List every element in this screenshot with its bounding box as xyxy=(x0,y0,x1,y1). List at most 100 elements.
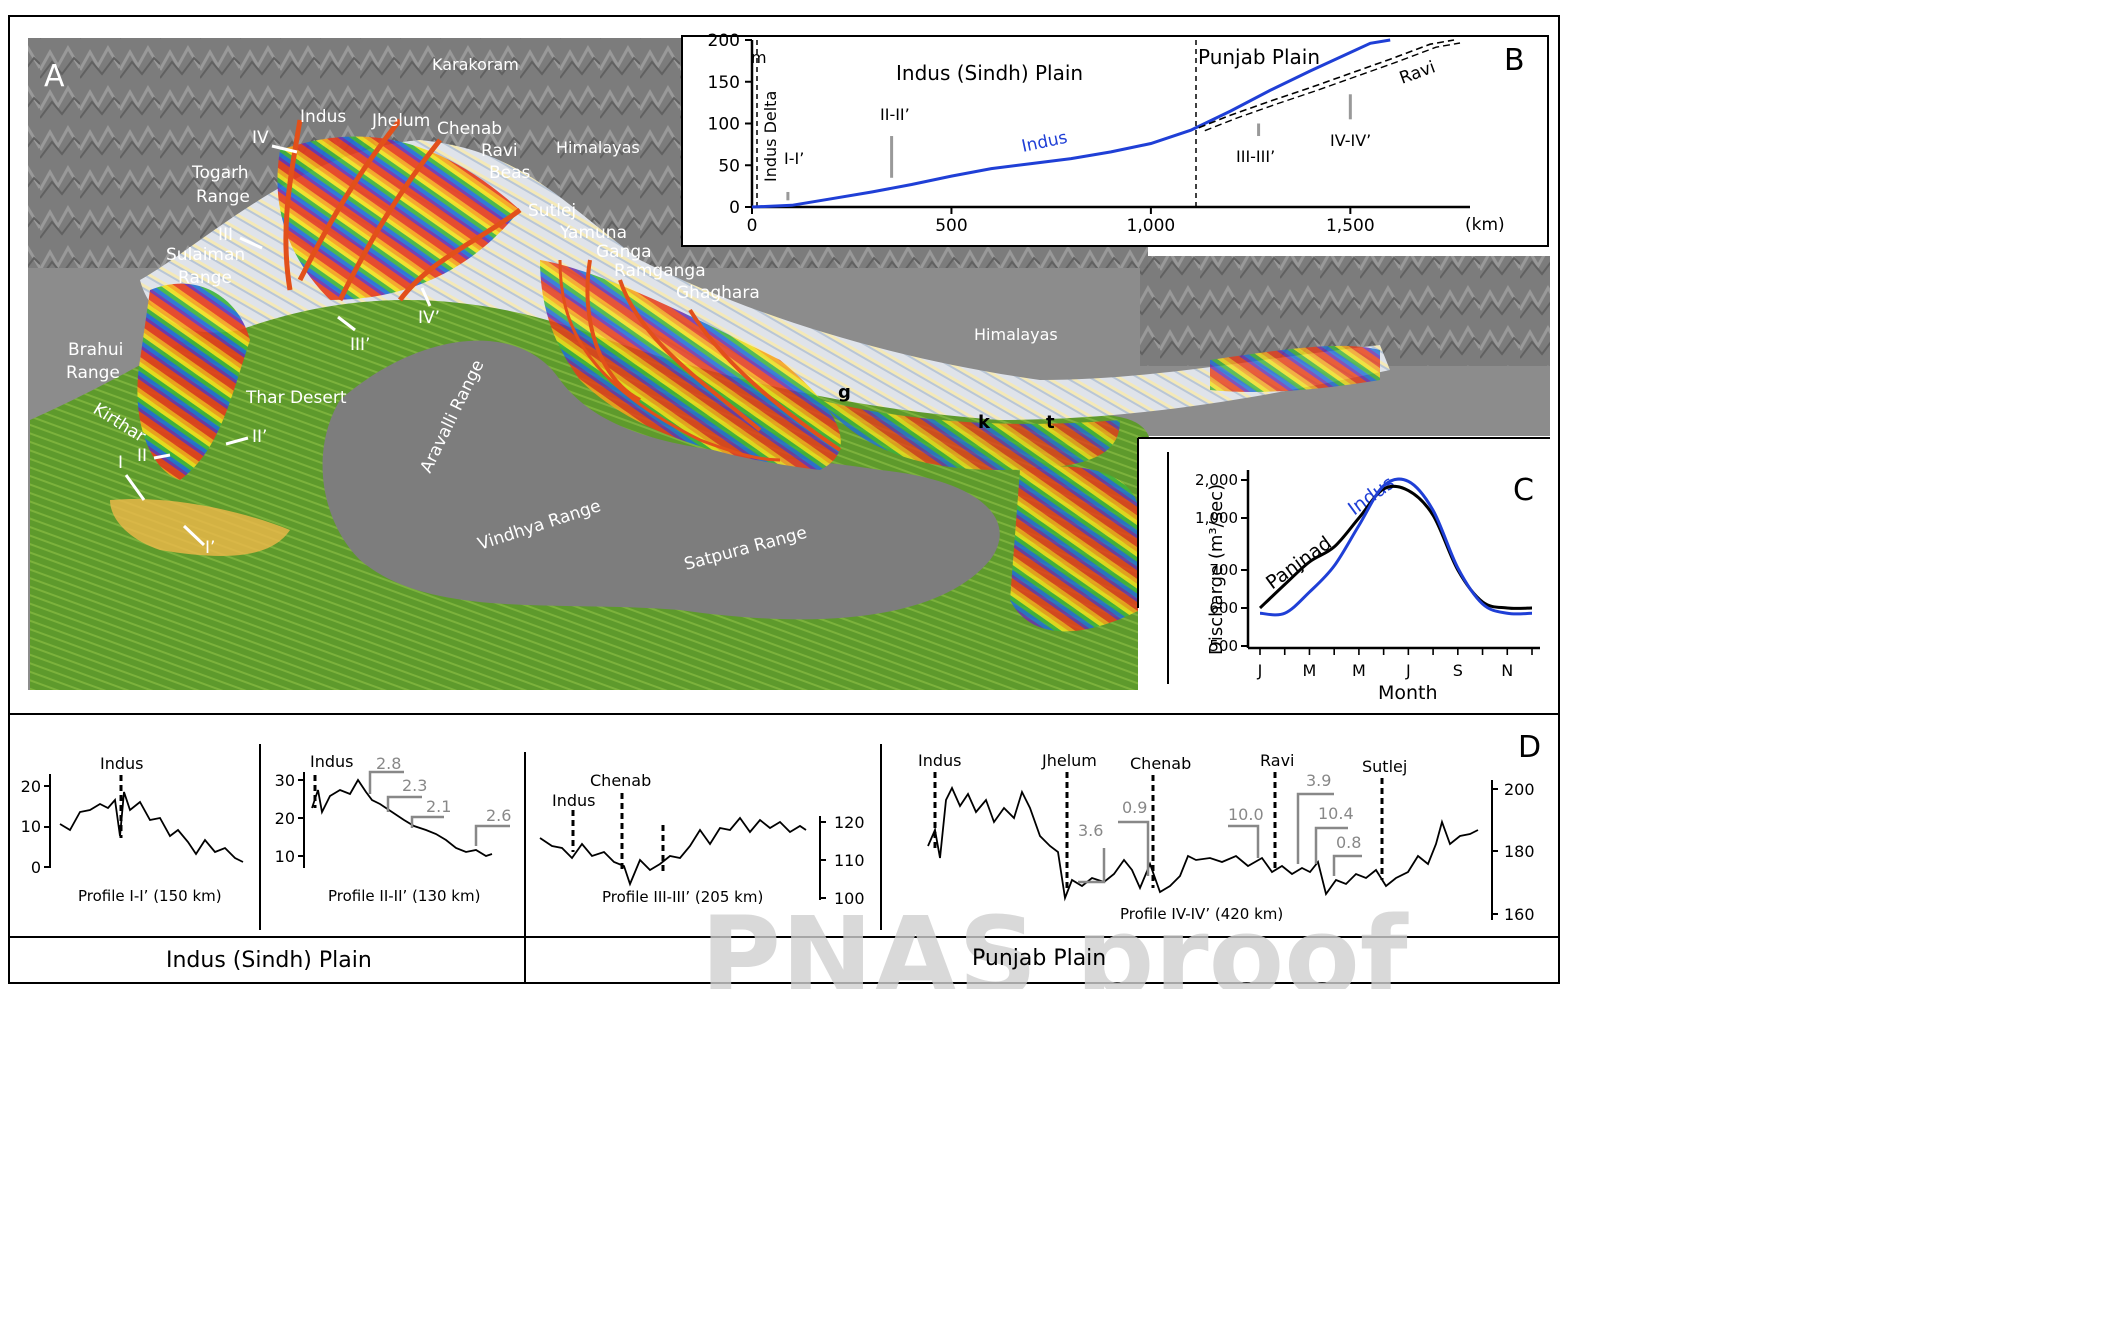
label-himalayas-e: Himalayas xyxy=(974,325,1058,344)
tick-label: 10 xyxy=(21,817,41,836)
delta-area xyxy=(110,499,290,556)
profile-line xyxy=(311,778,493,857)
region-punjab-plain: Punjab Plain xyxy=(1198,45,1320,69)
marker-label: III-III’ xyxy=(1236,147,1275,166)
label-ravi: Ravi xyxy=(481,141,518,161)
panel-b-letter: B xyxy=(1504,43,1525,78)
x-tick-label: 500 xyxy=(935,216,967,236)
profile-iii: III xyxy=(218,225,233,245)
panel-c-series xyxy=(1258,477,1533,617)
label-ganga: Ganga xyxy=(596,242,652,262)
river-line xyxy=(585,259,641,402)
panel-d: D 20 10 0 Indus Profile I-I’ (150 km) 30… xyxy=(21,730,1541,1021)
profile-tick xyxy=(153,453,171,460)
river-label: Jhelum xyxy=(1041,751,1097,770)
panel-c-bg xyxy=(1138,438,1550,710)
river-label: Indus xyxy=(100,754,144,773)
region-indus-plain: Indus (Sindh) Plain xyxy=(896,61,1083,85)
tick-label: 20 xyxy=(21,777,41,796)
label-sulaiman-range: Range xyxy=(178,268,232,288)
profile-ii: II xyxy=(137,446,147,466)
profile-tick xyxy=(271,144,298,154)
label-sutlej: Sutlej xyxy=(528,201,576,221)
label-jhelum: Jhelum xyxy=(371,111,430,131)
step-bracket xyxy=(1228,824,1260,858)
label-ramganga: Ramganga xyxy=(614,261,706,281)
watermark: PNAS proof xyxy=(700,893,1408,989)
step-value: 2.1 xyxy=(426,797,451,816)
label-indus: Indus xyxy=(300,107,346,127)
river-label: Sutlej xyxy=(1362,757,1407,776)
label-brahui: Brahui xyxy=(68,340,123,360)
tick-label: 110 xyxy=(834,851,865,870)
profile-iii-prime: III’ xyxy=(350,335,370,355)
river-line xyxy=(297,118,402,282)
step-value: 3.9 xyxy=(1306,771,1331,790)
series-line-panjnad xyxy=(1258,484,1533,610)
label-k: k xyxy=(978,412,991,433)
y-tick-label: 100 xyxy=(708,115,740,135)
profile-tick xyxy=(337,315,356,332)
y-tick-label: 500 xyxy=(1209,637,1238,655)
x-tick-label: J xyxy=(1257,661,1263,680)
x-tick-label: M xyxy=(1303,661,1317,680)
profile-2: 30 20 10 Indus 2.8 2.3 2.1 2.6 Profile I… xyxy=(275,752,512,905)
river-line xyxy=(337,138,442,302)
footer-indus-plain: Indus (Sindh) Plain xyxy=(166,948,372,973)
step-value: 2.8 xyxy=(376,754,401,773)
profile-tick xyxy=(124,474,146,501)
step-bracket xyxy=(1078,848,1106,884)
tick-label: 10 xyxy=(275,847,295,866)
shield-area xyxy=(322,340,1000,620)
label-togarh: Togarh xyxy=(191,163,249,183)
panel-c-x-label: Month xyxy=(1378,682,1438,704)
panel-c: C Discharge (m³/sec) Month 2,000 1,000 700… xyxy=(1137,437,1550,710)
label-chenab: Chenab xyxy=(437,119,502,139)
series-line-indus xyxy=(1259,477,1533,617)
step-bracket xyxy=(386,795,422,812)
profile-tick xyxy=(420,287,432,307)
label-thar: Thar Desert xyxy=(245,388,347,408)
river-label: Chenab xyxy=(1130,754,1191,773)
label-togarh-range: Range xyxy=(196,187,250,207)
panel-b-x-unit: (km) xyxy=(1465,215,1505,235)
step-value: 2.6 xyxy=(486,806,511,825)
profile-iv: IV xyxy=(252,128,269,148)
label-t: t xyxy=(1046,412,1055,433)
series-line-indus xyxy=(751,38,1391,209)
tick-label: 100 xyxy=(834,889,865,908)
panel-b-y-unit: m xyxy=(751,48,767,67)
profile-tick xyxy=(182,524,206,547)
x-tick-label: J xyxy=(1405,661,1411,680)
step-value: 0.8 xyxy=(1336,833,1361,852)
x-tick-label: 1,000 xyxy=(1127,216,1176,236)
river-label: Indus xyxy=(310,752,354,771)
fringe-fan xyxy=(137,283,250,480)
marker-label: II-II’ xyxy=(880,105,910,124)
river-line xyxy=(398,207,522,302)
step-value: 10.4 xyxy=(1318,804,1354,823)
label-karakoram: Karakoram xyxy=(432,55,519,74)
panel-c-letter: C xyxy=(1513,473,1534,508)
profile-1: 20 10 0 Indus Profile I-I’ (150 km) xyxy=(21,754,244,905)
label-himalayas-nw: Himalayas xyxy=(556,138,640,157)
outer-frame xyxy=(8,15,1560,984)
river-label: Chenab xyxy=(590,771,651,790)
tick-label: 180 xyxy=(1504,842,1535,861)
step-bracket xyxy=(1296,792,1334,864)
label-beas: Beas xyxy=(489,163,531,183)
tick-label: 20 xyxy=(275,809,295,828)
river-label: Ravi xyxy=(1260,751,1294,770)
profile-line xyxy=(59,791,244,863)
panel-c-y-label: Discharge (m³/sec) xyxy=(1206,484,1227,655)
river-line xyxy=(283,119,303,291)
profile-caption: Profile IV-IV’ (420 km) xyxy=(1120,905,1283,923)
step-bracket xyxy=(474,824,510,846)
x-tick-label: 1,500 xyxy=(1326,216,1375,236)
river-line xyxy=(558,259,781,462)
label-sulaiman: Sulaiman xyxy=(166,245,245,265)
river-line xyxy=(688,308,842,452)
x-tick-label: S xyxy=(1453,661,1463,680)
